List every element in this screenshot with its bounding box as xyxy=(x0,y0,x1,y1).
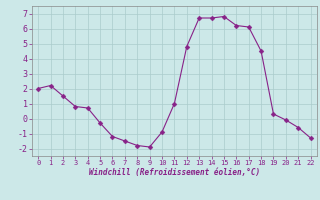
X-axis label: Windchill (Refroidissement éolien,°C): Windchill (Refroidissement éolien,°C) xyxy=(89,168,260,177)
